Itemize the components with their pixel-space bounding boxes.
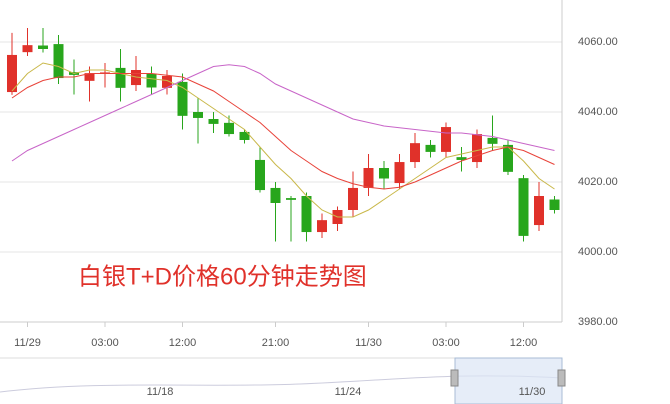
candle-body [487,137,498,144]
candle-body [100,72,110,74]
candle-body [441,127,451,152]
x-tick-label: 11/29 [14,337,41,349]
moving-average-line [11,64,555,162]
candle-body [549,199,560,210]
moving-average-line [11,73,555,190]
candle-body [301,196,312,233]
moving-average-line [11,62,555,218]
candle-body [115,67,126,88]
candle-body [146,73,157,88]
candle-body [348,187,358,210]
navigator-handle[interactable] [557,369,566,387]
navigator-label: 11/24 [335,386,362,398]
navigator-selection[interactable] [454,357,563,404]
x-tick-label: 03:00 [91,337,119,349]
candle-body [286,198,296,200]
candle-body [518,178,529,236]
candle-body [22,45,33,53]
candle-body [534,196,544,226]
x-tick-label: 11/30 [355,337,382,349]
annotation: 白银T+D价格60分钟走势图 [78,263,367,290]
candle-body [224,122,234,135]
x-tick-label: 21:00 [262,337,290,349]
y-tick-label: 4020.00 [578,176,618,188]
candle-body [379,168,389,179]
candle-body [503,144,513,172]
candle-body [425,144,436,152]
candle-body [131,70,141,86]
candle-body [270,187,281,203]
candle-body [53,44,64,79]
navigator-label: 11/30 [519,386,546,398]
x-tick-label: 03:00 [432,337,460,349]
candle-body [317,220,327,233]
candle-body [239,131,250,140]
navigator-label: 11/18 [147,386,174,398]
candle-body [410,143,420,163]
candle-body [7,54,17,93]
candle-body [255,159,265,191]
candle-body [472,134,482,163]
y-tick-label: 4060.00 [578,36,618,48]
candle-body [162,75,172,88]
y-tick-label: 4040.00 [578,106,618,118]
y-tick-label: 4000.00 [578,246,618,258]
candle-body [456,157,467,160]
candle-body [193,112,203,118]
candle-body [363,168,374,188]
candle-body [394,162,405,184]
y-tick-label: 3980.00 [578,316,618,328]
candle-body [38,45,48,49]
candle-body [208,119,219,124]
x-tick-label: 12:00 [510,337,538,349]
x-tick-label: 12:00 [169,337,197,349]
navigator-handle[interactable] [450,369,459,387]
candle-body [177,81,188,116]
candle-body [84,73,95,81]
